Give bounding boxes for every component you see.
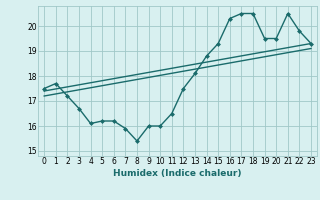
X-axis label: Humidex (Indice chaleur): Humidex (Indice chaleur) — [113, 169, 242, 178]
